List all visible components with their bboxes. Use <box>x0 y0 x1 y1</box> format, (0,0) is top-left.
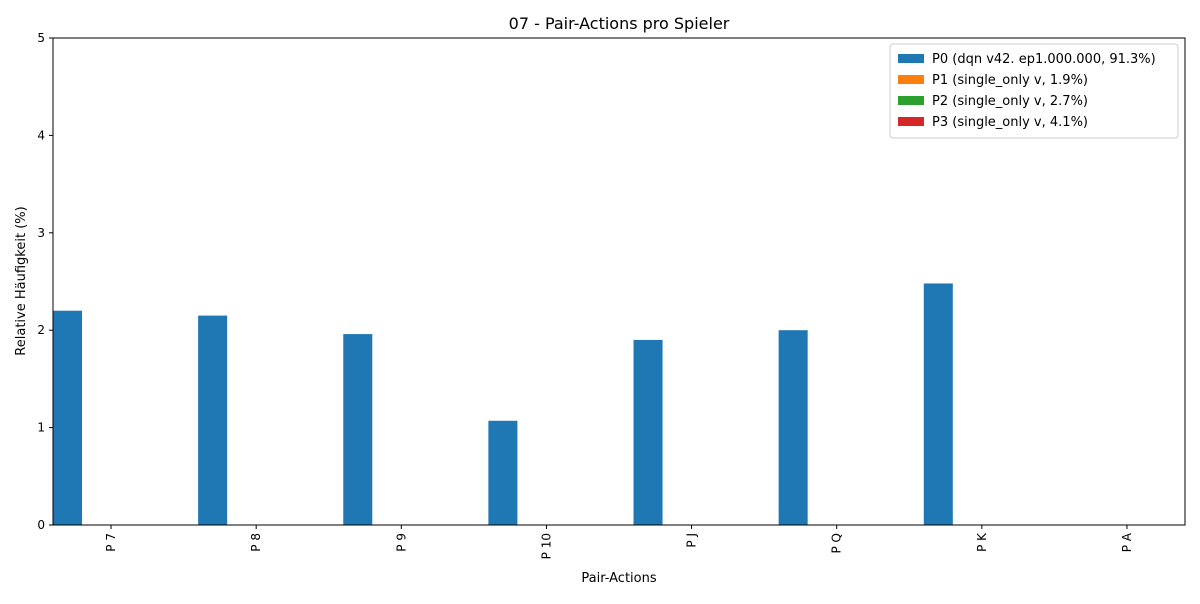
x-axis-label: Pair-Actions <box>581 571 656 586</box>
y-tick-label-2: 2 <box>37 323 45 337</box>
bar-s0-6 <box>923 283 953 525</box>
x-tick-label-5: P Q <box>830 533 844 554</box>
y-tick-label-5: 5 <box>37 31 45 45</box>
legend-label-3: P3 (single_only v, 4.1%) <box>932 115 1088 130</box>
plot-frame <box>52 37 1186 526</box>
y-tick-label-3: 3 <box>37 226 45 240</box>
bar-s0-0 <box>53 310 83 525</box>
y-tick-label-4: 4 <box>37 128 45 142</box>
x-tick-label-0: P 7 <box>104 533 118 552</box>
legend-swatch-2 <box>898 96 924 105</box>
y-tick-label-0: 0 <box>37 518 45 532</box>
legend-swatch-0 <box>898 54 924 63</box>
legend-label-2: P2 (single_only v, 2.7%) <box>932 94 1088 109</box>
bar-s0-2 <box>343 334 373 525</box>
x-tick-label-6: P K <box>975 532 989 552</box>
legend-box <box>889 43 1179 139</box>
x-tick-label-2: P 9 <box>394 533 408 552</box>
bar-s0-3 <box>488 420 518 525</box>
legend-swatch-1 <box>898 75 924 84</box>
x-tick-label-3: P 10 <box>539 533 553 559</box>
legend: P0 (dqn v42. ep1.000.000, 91.3%) P1 (sing… <box>889 43 1179 139</box>
plot-area: 0 1 2 3 4 5 P 7 P 8 P 9 P 10 P J P Q P K P A <box>37 31 1186 559</box>
x-tick-label-1: P 8 <box>249 533 263 552</box>
y-tick-label-1: 1 <box>37 421 45 435</box>
bar-s0-1 <box>198 315 228 525</box>
legend-label-0: P0 (dqn v42. ep1.000.000, 91.3%) <box>932 52 1156 67</box>
x-tick-label-4: P J <box>685 533 699 548</box>
y-axis-label: Relative Häufigkeit (%) <box>14 206 29 355</box>
bar-s0-5 <box>778 330 808 525</box>
chart-title: 07 - Pair-Actions pro Spieler <box>509 14 730 33</box>
bar-s0-4 <box>633 339 663 525</box>
legend-swatch-3 <box>898 117 924 126</box>
legend-label-1: P1 (single_only v, 1.9%) <box>932 73 1088 88</box>
x-tick-label-7: P A <box>1120 532 1134 552</box>
